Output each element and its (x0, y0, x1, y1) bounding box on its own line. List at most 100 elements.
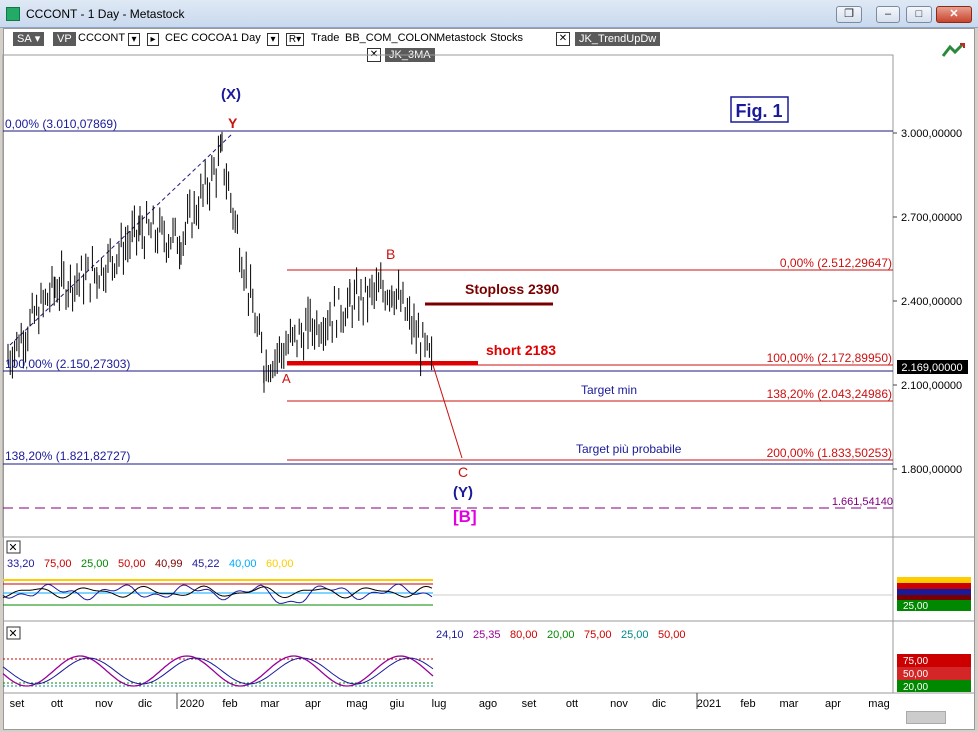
indicator2-value-4: 75,00 (584, 629, 612, 641)
short-label: short 2183 (486, 342, 556, 358)
indicator1-line2 (2, 585, 433, 599)
indicator1-value-6: 40,00 (229, 558, 257, 570)
indicator1-value-4: 40,99 (155, 558, 183, 570)
target-prob-label: Target più probabile (576, 442, 682, 456)
indicator1-axis-25: 25,00 (903, 601, 928, 612)
indicator2-axis-badges: 75,00 50,00 20,00 (897, 654, 971, 693)
fib-0-right-label: 0,00% (2.512,29647) (780, 256, 892, 270)
time-label-8: mag (346, 698, 367, 710)
current-price-badge (897, 360, 968, 374)
period-dropdown[interactable]: ▾ (267, 33, 279, 46)
indicator1-value-3: 50,00 (118, 558, 146, 570)
indicator2-value-3: 20,00 (547, 629, 575, 641)
restore-icon[interactable]: ❐ (836, 6, 862, 23)
indicator2-value-2: 80,00 (510, 629, 538, 641)
indicator2-line (2, 655, 434, 687)
time-label-17: feb (740, 698, 755, 710)
time-label-10: lug (432, 698, 447, 710)
r-dropdown[interactable]: R▾ (286, 33, 304, 46)
indicator1-value-5: 45,22 (192, 558, 220, 570)
wave-c-label: C (458, 464, 468, 480)
stoploss-label: Stoploss 2390 (465, 281, 559, 297)
horizontal-scrollbar-thumb[interactable] (906, 711, 946, 724)
fib-100-right-label: 100,00% (2.172,89950) (767, 351, 892, 365)
time-label-19: apr (825, 698, 841, 710)
fib-100-left-label: 100,00% (2.150,27303) (5, 357, 130, 371)
time-axis: set ott nov dic 2020 feb mar apr mag giu lug ago set… (10, 698, 890, 710)
fib-200-right-label: 200,00% (1.833,50253) (767, 446, 892, 460)
symbol-dropdown[interactable]: ▾ (128, 33, 140, 46)
wave-x-label: (X) (221, 86, 241, 103)
main-panel-border (2, 54, 894, 538)
sa-badge[interactable]: SA ▾ (13, 32, 45, 46)
projection-line (431, 361, 463, 459)
time-label-7: apr (305, 698, 321, 710)
metastock-label: Metastock (436, 32, 487, 44)
wave-a-label: A (282, 371, 291, 386)
current-price-label: 2.169,00000 (901, 362, 962, 374)
vp-badge[interactable]: VP (53, 32, 76, 46)
indicator1-close-icon: ✕ (8, 542, 17, 554)
maximize-icon[interactable]: □ (906, 6, 932, 23)
period-label: 1 Day (232, 32, 261, 44)
name-dropdown[interactable]: ▸ (147, 33, 159, 46)
expert-trendupdw[interactable]: JK_TrendUpDw (575, 32, 661, 46)
window-title: CCCONT - 1 Day - Metastock (26, 7, 185, 21)
time-label-9: giu (390, 698, 405, 710)
time-label-12: set (522, 698, 537, 710)
indicator2-value-0: 24,10 (436, 629, 464, 641)
price-bars (7, 131, 433, 393)
time-label-1: ott (51, 698, 63, 710)
indicator1-axis-badges: 25,00 (897, 577, 971, 612)
symbol-label: CCCONT (78, 32, 126, 44)
time-label-20: mag (868, 698, 889, 710)
price-tick-1800: 1.800,00000 (901, 464, 962, 476)
indicator1-value-2: 25,00 (81, 558, 109, 570)
wave-y-paren-label: (Y) (453, 484, 473, 501)
time-label-18: mar (780, 698, 799, 710)
time-label-3: dic (138, 698, 153, 710)
trend-dashed-line (9, 133, 233, 346)
time-label-6: mar (261, 698, 280, 710)
indicator2-value-6: 50,00 (658, 629, 686, 641)
price-tick-2400: 2.400,00000 (901, 296, 962, 308)
indicator2-axis-75: 75,00 (903, 656, 928, 667)
time-label-5: feb (222, 698, 237, 710)
price-tick-2700: 2.700,00000 (901, 212, 962, 224)
indicator2-line2 (2, 657, 434, 685)
fib-0-left-label: 0,00% (3.010,07869) (5, 117, 117, 131)
indicator2-value-5: 25,00 (621, 629, 649, 641)
stocks-label: Stocks (490, 32, 524, 44)
window-titlebar: CCCONT - 1 Day - Metastock ❐ – □ ✕ (0, 0, 978, 28)
close-expert1-icon[interactable]: ✕ (556, 32, 570, 46)
indicator1-values: 33,20 75,00 25,00 50,00 40,99 45,22 40,00 60,00 (7, 558, 294, 570)
indicator1-value-0: 33,20 (7, 558, 35, 570)
time-label-15: dic (652, 698, 667, 710)
app-icon (6, 7, 20, 21)
wave-y-top-label: Y (228, 115, 238, 131)
indicator2-values: 24,10 25,35 80,00 20,00 75,00 25,00 50,00 (436, 629, 686, 641)
price-tick-2100: 2.100,00000 (901, 380, 962, 392)
trade-label: Trade (311, 32, 340, 44)
indicator2-close-button[interactable] (6, 626, 21, 640)
price-axis: 3.000,00000 2.700,00000 2.400,00000 2.10… (893, 128, 962, 476)
indicator1-close-button[interactable] (6, 540, 21, 554)
time-label-13: ott (566, 698, 578, 710)
bb-label: BB_COM_COLON (345, 32, 437, 44)
close-icon[interactable]: ✕ (936, 6, 972, 23)
time-label-11: ago (479, 698, 497, 710)
chart-window: SA ▾ VP CCCONT ▾ ▸ CEC COCOA 1 Day ▾ R▾ T… (3, 28, 975, 730)
indicator1-value-1: 75,00 (44, 558, 72, 570)
security-name: CEC COCOA (165, 32, 232, 44)
indicator2-value-1: 25,35 (473, 629, 501, 641)
fig-label: Fig. 1 (735, 101, 782, 121)
chart-tools-icon[interactable] (940, 41, 966, 59)
wave-b-label: B (386, 246, 395, 262)
target-min-label: Target min (581, 383, 637, 397)
time-label-0: set (10, 698, 25, 710)
time-label-16: 2021 (697, 698, 721, 710)
fib-138-right-label: 138,20% (2.043,24986) (767, 387, 892, 401)
minimize-icon[interactable]: – (876, 6, 900, 23)
time-label-4: 2020 (180, 698, 204, 710)
